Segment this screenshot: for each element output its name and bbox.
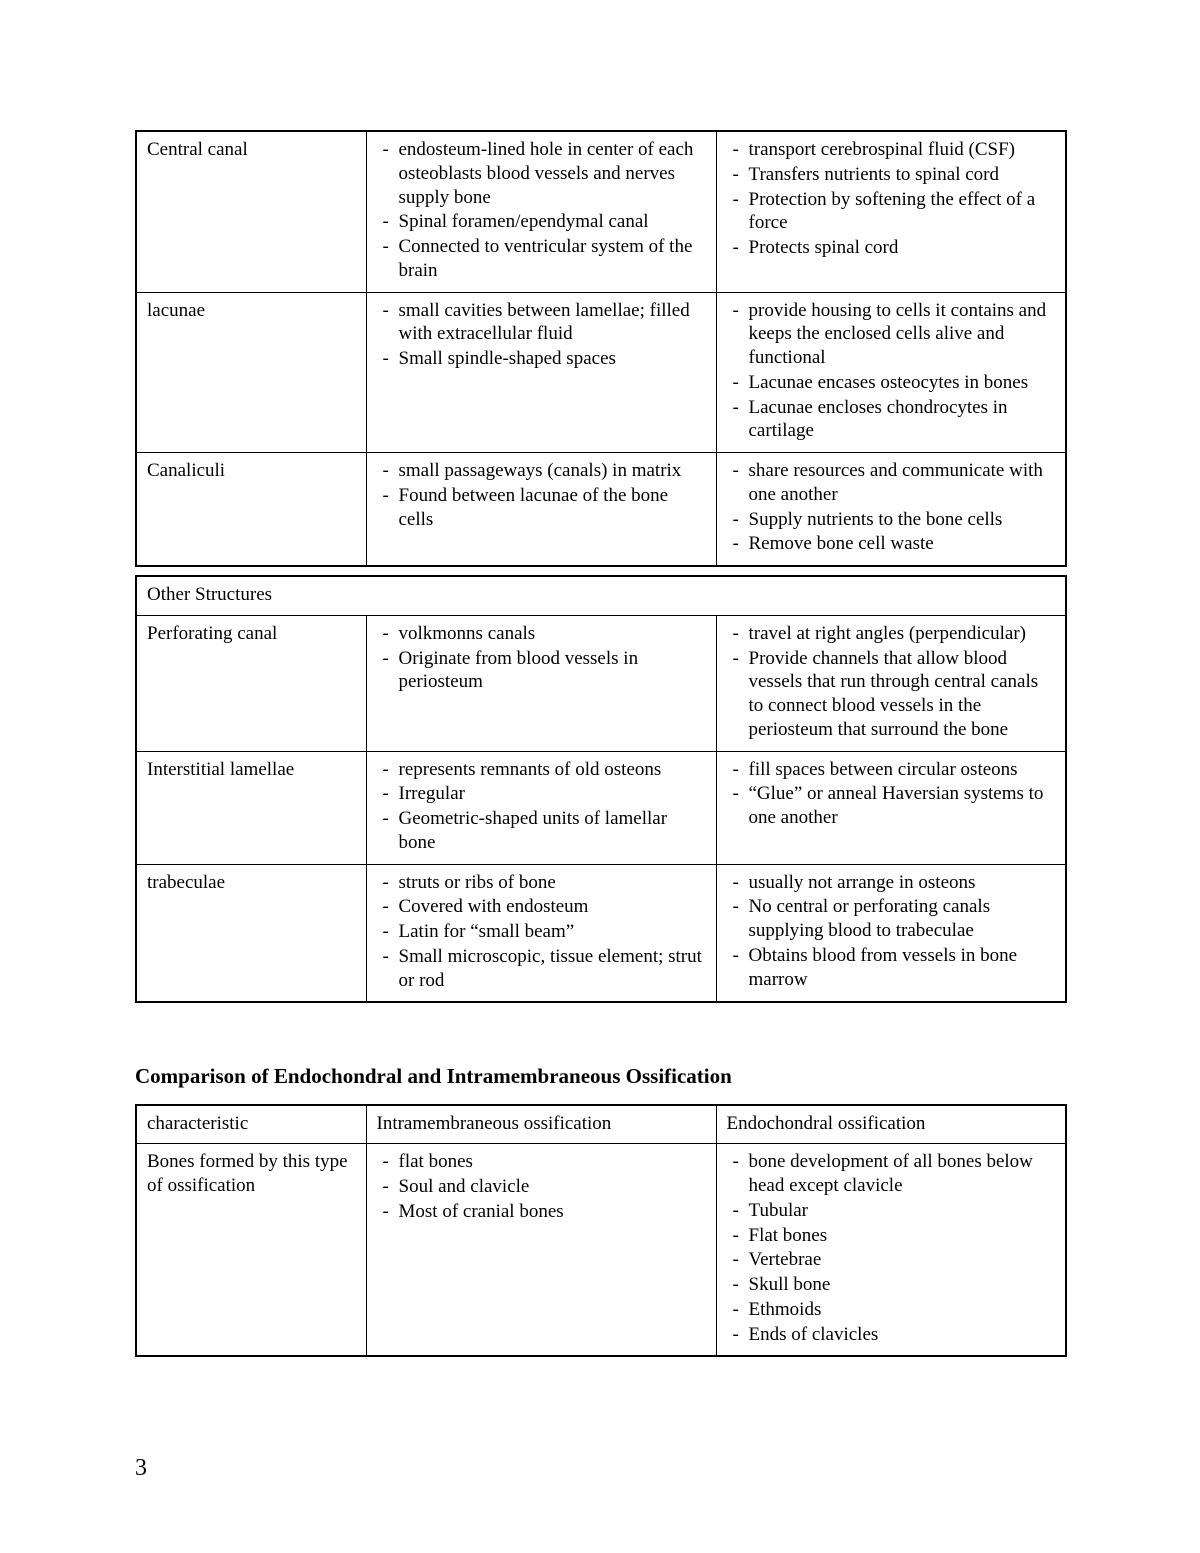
list-item: Originate from blood vessels in perioste… <box>399 647 708 695</box>
page-content: Central canal endosteum-lined hole in cen… <box>135 130 1065 1357</box>
bullet-list: small passageways (canals) in matrixFoun… <box>377 459 708 531</box>
list-item: Remove bone cell waste <box>749 532 1058 556</box>
term-cell: trabeculae <box>136 864 366 1002</box>
description-cell: represents remnants of old osteonsIrregu… <box>366 751 716 864</box>
description-cell: endosteum-lined hole in center of each o… <box>366 131 716 292</box>
table-row: Interstitial lamellaerepresents remnants… <box>136 751 1066 864</box>
list-item: share resources and communicate with one… <box>749 459 1058 507</box>
bullet-list: bone development of all bones below head… <box>727 1150 1058 1346</box>
bullet-list: fill spaces between circular osteons“Glu… <box>727 758 1058 830</box>
list-item: Covered with endosteum <box>399 895 708 919</box>
description-cell: struts or ribs of boneCovered with endos… <box>366 864 716 1002</box>
bullet-list: usually not arrange in osteonsNo central… <box>727 871 1058 992</box>
list-item: Spinal foramen/ependymal canal <box>399 210 708 234</box>
table-header-row: characteristic Intramembraneous ossifica… <box>136 1105 1066 1144</box>
page-number: 3 <box>135 1453 147 1483</box>
table-row: Perforating canalvolkmonns canalsOrigina… <box>136 615 1066 751</box>
description-cell: small passageways (canals) in matrixFoun… <box>366 453 716 567</box>
table-row: Central canal endosteum-lined hole in cen… <box>136 131 1066 292</box>
list-item: Supply nutrients to the bone cells <box>749 508 1058 532</box>
list-item: Skull bone <box>749 1273 1058 1297</box>
bullet-list: endosteum-lined hole in center of each o… <box>377 138 708 283</box>
list-item: Small microscopic, tissue element; strut… <box>399 945 708 993</box>
list-item: usually not arrange in osteons <box>749 871 1058 895</box>
list-item: travel at right angles (perpendicular) <box>749 622 1058 646</box>
list-item: Ends of clavicles <box>749 1323 1058 1347</box>
structures-table-2: Other Structures Perforating canalvolkmo… <box>135 575 1067 1003</box>
list-item: endosteum-lined hole in center of each o… <box>399 138 708 209</box>
list-item: transport cerebrospinal fluid (CSF) <box>749 138 1058 162</box>
col-header-characteristic: characteristic <box>136 1105 366 1144</box>
list-item: volkmonns canals <box>399 622 708 646</box>
function-cell: travel at right angles (perpendicular)Pr… <box>716 615 1066 751</box>
bullet-list: provide housing to cells it contains and… <box>727 299 1058 444</box>
col-header-intramembraneous: Intramembraneous ossification <box>366 1105 716 1144</box>
list-item: Flat bones <box>749 1224 1058 1248</box>
list-item: Connected to ventricular system of the b… <box>399 235 708 283</box>
list-item: “Glue” or anneal Haversian systems to on… <box>749 782 1058 830</box>
list-item: Protection by softening the effect of a … <box>749 188 1058 236</box>
function-cell: transport cerebrospinal fluid (CSF)Trans… <box>716 131 1066 292</box>
description-cell: volkmonns canalsOriginate from blood ves… <box>366 615 716 751</box>
list-item: bone development of all bones below head… <box>749 1150 1058 1198</box>
list-item: Irregular <box>399 782 708 806</box>
description-cell: flat bonesSoul and clavicleMost of crani… <box>366 1144 716 1357</box>
description-cell: small cavities between lamellae; filled … <box>366 292 716 453</box>
term-cell: lacunae <box>136 292 366 453</box>
table-row: Bones formed by this type of ossificatio… <box>136 1144 1066 1357</box>
term-cell: Bones formed by this type of ossificatio… <box>136 1144 366 1357</box>
list-item: Lacunae encases osteocytes in bones <box>749 371 1058 395</box>
list-item: small passageways (canals) in matrix <box>399 459 708 483</box>
term-cell: Perforating canal <box>136 615 366 751</box>
list-item: No central or perforating canals supplyi… <box>749 895 1058 943</box>
ossification-table: characteristic Intramembraneous ossifica… <box>135 1104 1067 1358</box>
term-cell: Interstitial lamellae <box>136 751 366 864</box>
term-cell: Central canal <box>136 131 366 292</box>
list-item: Latin for “small beam” <box>399 920 708 944</box>
col-header-endochondral: Endochondral ossification <box>716 1105 1066 1144</box>
term-cell: Canaliculi <box>136 453 366 567</box>
table-row: lacunae small cavities between lamellae; … <box>136 292 1066 453</box>
bullet-list: small cavities between lamellae; filled … <box>377 299 708 371</box>
list-item: Found between lacunae of the bone cells <box>399 484 708 532</box>
list-item: Geometric-shaped units of lamellar bone <box>399 807 708 855</box>
section-header-row: Other Structures <box>136 576 1066 615</box>
table-row: Canaliculismall passageways (canals) in … <box>136 453 1066 567</box>
bullet-list: represents remnants of old osteonsIrregu… <box>377 758 708 855</box>
list-item: represents remnants of old osteons <box>399 758 708 782</box>
list-item: Tubular <box>749 1199 1058 1223</box>
list-item: provide housing to cells it contains and… <box>749 299 1058 370</box>
list-item: Ethmoids <box>749 1298 1058 1322</box>
list-item: Protects spinal cord <box>749 236 1058 260</box>
list-item: Most of cranial bones <box>399 1200 708 1224</box>
list-item: Obtains blood from vessels in bone marro… <box>749 944 1058 992</box>
bullet-list: flat bonesSoul and clavicleMost of crani… <box>377 1150 708 1223</box>
list-item: Soul and clavicle <box>399 1175 708 1199</box>
bullet-list: volkmonns canalsOriginate from blood ves… <box>377 622 708 694</box>
function-cell: fill spaces between circular osteons“Glu… <box>716 751 1066 864</box>
list-item: Small spindle-shaped spaces <box>399 347 708 371</box>
function-cell: provide housing to cells it contains and… <box>716 292 1066 453</box>
function-cell: usually not arrange in osteonsNo central… <box>716 864 1066 1002</box>
function-cell: share resources and communicate with one… <box>716 453 1066 567</box>
table-row: trabeculaestruts or ribs of boneCovered … <box>136 864 1066 1002</box>
bullet-list: transport cerebrospinal fluid (CSF)Trans… <box>727 138 1058 260</box>
other-structures-header: Other Structures <box>136 576 1066 615</box>
list-item: struts or ribs of bone <box>399 871 708 895</box>
list-item: Provide channels that allow blood vessel… <box>749 647 1058 742</box>
page: Central canal endosteum-lined hole in cen… <box>0 0 1200 1553</box>
list-item: small cavities between lamellae; filled … <box>399 299 708 347</box>
list-item: Transfers nutrients to spinal cord <box>749 163 1058 187</box>
bullet-list: travel at right angles (perpendicular)Pr… <box>727 622 1058 742</box>
list-item: Vertebrae <box>749 1248 1058 1272</box>
bullet-list: struts or ribs of boneCovered with endos… <box>377 871 708 993</box>
comparison-heading: Comparison of Endochondral and Intramemb… <box>135 1063 1065 1089</box>
list-item: flat bones <box>399 1150 708 1174</box>
function-cell: bone development of all bones below head… <box>716 1144 1066 1357</box>
structures-table-1: Central canal endosteum-lined hole in cen… <box>135 130 1067 567</box>
list-item: fill spaces between circular osteons <box>749 758 1058 782</box>
bullet-list: share resources and communicate with one… <box>727 459 1058 556</box>
list-item: Lacunae encloses chondrocytes in cartila… <box>749 396 1058 444</box>
